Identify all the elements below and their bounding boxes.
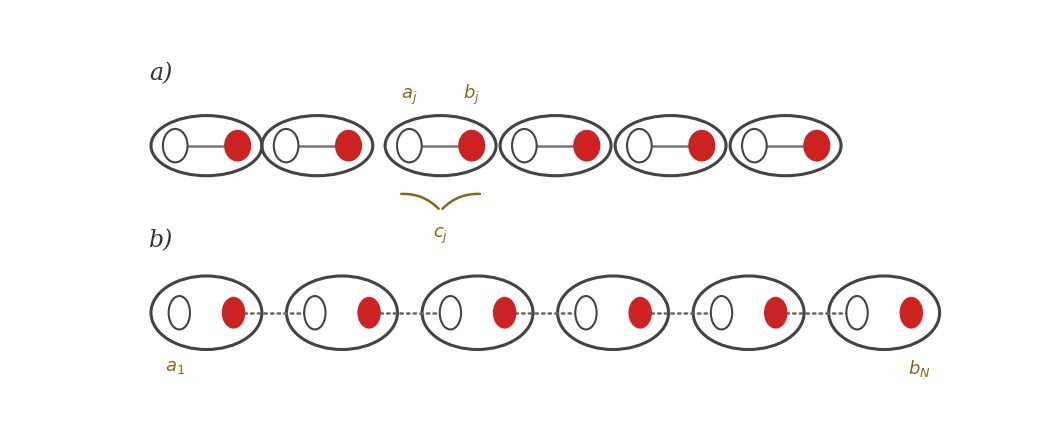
Ellipse shape (900, 297, 923, 329)
Ellipse shape (163, 129, 188, 162)
Ellipse shape (688, 130, 716, 161)
Ellipse shape (493, 297, 516, 329)
Ellipse shape (222, 297, 245, 329)
Ellipse shape (576, 296, 597, 329)
Text: $b_N$: $b_N$ (908, 358, 931, 379)
Ellipse shape (803, 130, 830, 161)
Ellipse shape (169, 296, 190, 329)
Ellipse shape (335, 130, 363, 161)
Ellipse shape (458, 130, 485, 161)
Ellipse shape (711, 296, 732, 329)
Text: $c_j$: $c_j$ (432, 226, 448, 246)
Ellipse shape (273, 129, 299, 162)
Ellipse shape (846, 296, 868, 329)
Ellipse shape (512, 129, 536, 162)
Ellipse shape (357, 297, 381, 329)
Ellipse shape (304, 296, 325, 329)
Ellipse shape (629, 297, 652, 329)
Ellipse shape (440, 296, 461, 329)
Ellipse shape (573, 130, 600, 161)
Text: a): a) (148, 62, 173, 85)
Ellipse shape (224, 130, 251, 161)
Text: $a_j$: $a_j$ (401, 87, 418, 107)
Ellipse shape (398, 129, 422, 162)
Ellipse shape (742, 129, 766, 162)
Ellipse shape (628, 129, 652, 162)
Text: $b_j$: $b_j$ (463, 83, 480, 107)
Text: $a_1$: $a_1$ (165, 358, 186, 376)
Ellipse shape (764, 297, 788, 329)
Text: b): b) (148, 229, 173, 252)
